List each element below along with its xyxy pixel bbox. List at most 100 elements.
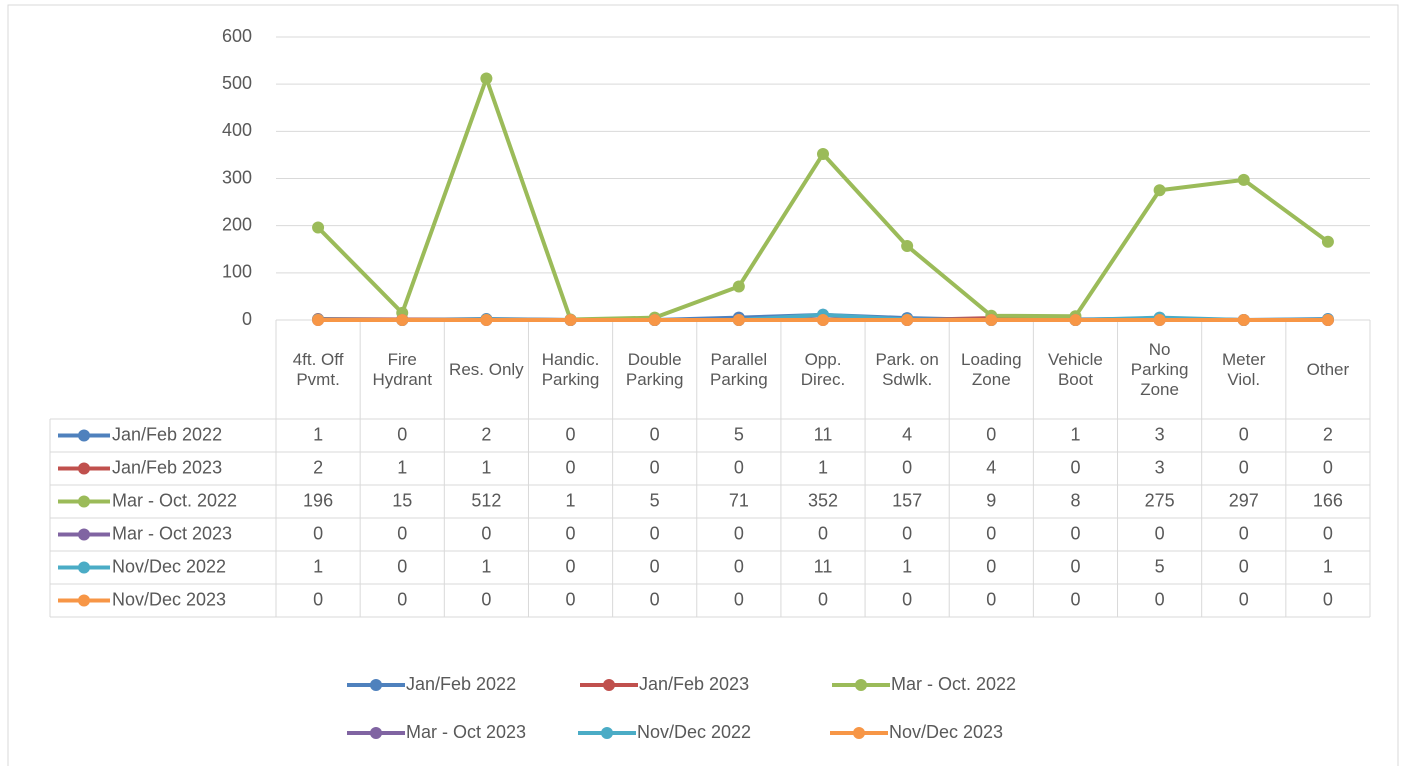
table-value: 0 bbox=[902, 523, 912, 543]
point bbox=[901, 239, 914, 252]
table-value: 2 bbox=[481, 424, 491, 444]
x-tick-label: Opp. Direc. bbox=[800, 349, 846, 389]
legend-marker bbox=[78, 462, 90, 475]
table-value: 1 bbox=[902, 556, 912, 576]
table-value: 0 bbox=[1239, 556, 1249, 576]
point bbox=[1237, 314, 1250, 326]
table-value: 196 bbox=[303, 490, 333, 510]
table-value: 0 bbox=[734, 589, 744, 609]
x-tick-label: Res. Only bbox=[449, 359, 524, 379]
y-tick-label: 600 bbox=[222, 26, 252, 46]
table-value: 275 bbox=[1145, 490, 1175, 510]
x-tick-label: Park. on Sdwlk. bbox=[875, 349, 939, 389]
table-value: 0 bbox=[1070, 523, 1080, 543]
table-value: 297 bbox=[1229, 490, 1259, 510]
table-value: 0 bbox=[397, 523, 407, 543]
table-value: 0 bbox=[902, 589, 912, 609]
table-value: 0 bbox=[818, 589, 828, 609]
legend-marker bbox=[78, 495, 90, 508]
table-value: 352 bbox=[808, 490, 838, 510]
table-value: 166 bbox=[1313, 490, 1343, 510]
table-value: 1 bbox=[397, 457, 407, 477]
x-tick-label: No Parking Zone bbox=[1130, 339, 1189, 399]
x-tick-label: Meter Viol. bbox=[1222, 349, 1266, 389]
table-value: 1 bbox=[481, 556, 491, 576]
table-value: 4 bbox=[902, 424, 912, 444]
x-tick-label: Fire Hydrant bbox=[372, 349, 432, 389]
x-tick-label: 4ft. Off Pvmt. bbox=[292, 349, 344, 389]
table-value: 11 bbox=[814, 556, 833, 576]
table-value: 0 bbox=[1239, 589, 1249, 609]
table-value: 0 bbox=[566, 589, 576, 609]
table-series-name: Jan/Feb 2022 bbox=[112, 424, 222, 444]
x-tick-label: Handic. Parking bbox=[541, 349, 600, 389]
point bbox=[480, 72, 493, 85]
table-value: 0 bbox=[397, 556, 407, 576]
table-value: 157 bbox=[892, 490, 922, 510]
y-tick-label: 500 bbox=[222, 73, 252, 93]
x-tick-label: Parallel Parking bbox=[710, 349, 768, 389]
point bbox=[817, 314, 829, 326]
table-value: 1 bbox=[481, 457, 491, 477]
table-value: 0 bbox=[566, 556, 576, 576]
table-value: 0 bbox=[1239, 523, 1249, 543]
table-value: 1 bbox=[1070, 424, 1080, 444]
table-value: 2 bbox=[313, 457, 323, 477]
table-value: 5 bbox=[734, 424, 744, 444]
point bbox=[732, 314, 745, 326]
table-value: 0 bbox=[734, 523, 744, 543]
legend-label: Jan/Feb 2023 bbox=[639, 674, 749, 694]
table-value: 1 bbox=[313, 556, 323, 576]
table-value: 5 bbox=[1155, 556, 1165, 576]
table-value: 3 bbox=[1155, 457, 1165, 477]
table-value: 1 bbox=[313, 424, 323, 444]
point bbox=[648, 314, 661, 326]
table-value: 0 bbox=[566, 424, 576, 444]
table-value: 0 bbox=[1323, 457, 1333, 477]
table-value: 0 bbox=[566, 523, 576, 543]
legend-label: Mar - Oct. 2022 bbox=[891, 674, 1016, 694]
y-tick-label: 100 bbox=[222, 262, 252, 282]
point bbox=[312, 314, 325, 326]
table-value: 0 bbox=[1323, 523, 1333, 543]
table-value: 0 bbox=[1070, 556, 1080, 576]
table-value: 512 bbox=[471, 490, 501, 510]
table-value: 5 bbox=[650, 490, 660, 510]
x-tick-label: Vehicle Boot bbox=[1048, 349, 1103, 389]
table-value: 1 bbox=[1323, 556, 1333, 576]
table-value: 0 bbox=[1155, 589, 1165, 609]
point bbox=[480, 314, 493, 326]
table-value: 0 bbox=[818, 523, 828, 543]
table-value: 3 bbox=[1155, 424, 1165, 444]
legend-label: Nov/Dec 2023 bbox=[889, 722, 1003, 742]
table-series-name: Mar - Oct 2023 bbox=[112, 523, 232, 543]
table-value: 71 bbox=[729, 490, 749, 510]
legend-marker bbox=[370, 679, 382, 691]
legend-label: Nov/Dec 2022 bbox=[637, 722, 751, 742]
table-value: 11 bbox=[814, 424, 833, 444]
y-tick-label: 300 bbox=[222, 167, 252, 187]
table-value: 0 bbox=[986, 424, 996, 444]
table-series-name: Nov/Dec 2023 bbox=[112, 589, 226, 609]
table-series-name: Mar - Oct. 2022 bbox=[112, 490, 237, 510]
table-series-name: Jan/Feb 2023 bbox=[112, 457, 222, 477]
x-tick-label: Other bbox=[1306, 359, 1350, 379]
legend-marker bbox=[370, 727, 382, 739]
legend-label: Jan/Feb 2022 bbox=[406, 674, 516, 694]
table-value: 0 bbox=[902, 457, 912, 477]
point bbox=[985, 314, 998, 326]
point bbox=[817, 147, 829, 160]
table-value: 0 bbox=[1070, 457, 1080, 477]
point bbox=[1237, 173, 1250, 186]
table-value: 2 bbox=[1323, 424, 1333, 444]
table-value: 9 bbox=[986, 490, 996, 510]
point bbox=[901, 314, 914, 326]
legend-marker bbox=[78, 429, 90, 442]
table-value: 4 bbox=[986, 457, 996, 477]
table-value: 0 bbox=[1239, 457, 1249, 477]
table-value: 0 bbox=[397, 424, 407, 444]
table-value: 15 bbox=[392, 490, 412, 510]
table-value: 0 bbox=[1070, 589, 1080, 609]
y-tick-label: 400 bbox=[222, 120, 252, 140]
